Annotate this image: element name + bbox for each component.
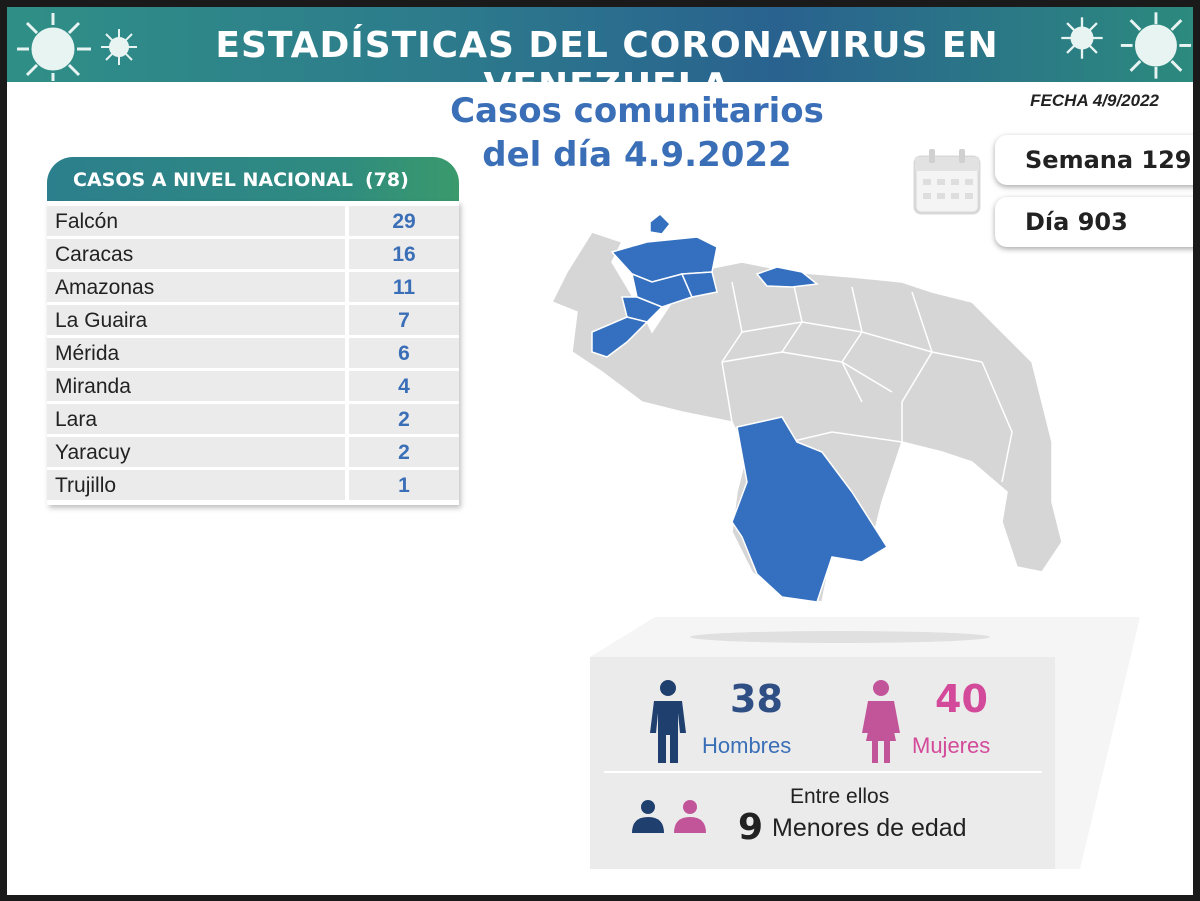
cases-table-header: CASOS A NIVEL NACIONAL (78) <box>47 157 459 201</box>
infographic: ESTADÍSTICAS DEL CORONAVIRUS EN VENEZUEL… <box>7 7 1193 895</box>
men-label: Hombres <box>702 733 792 758</box>
table-row: Caracas 16 <box>47 239 459 269</box>
cases-total: (78) <box>364 169 409 191</box>
state-cases: 29 <box>349 206 459 236</box>
state-cases: 7 <box>349 305 459 335</box>
map-state-caracas-laguaira-miranda <box>755 266 819 288</box>
state-name: Miranda <box>47 371 345 401</box>
day-badge: Día 903 <box>995 197 1193 247</box>
table-row: Miranda 4 <box>47 371 459 401</box>
state-name: Trujillo <box>47 470 345 500</box>
among-label: Entre ellos <box>790 785 890 808</box>
virus-icon <box>1061 17 1103 59</box>
virus-icon <box>17 13 91 81</box>
day-label: Día 903 <box>1025 208 1128 236</box>
state-cases: 11 <box>349 272 459 302</box>
woman-icon <box>862 680 900 763</box>
header-banner: ESTADÍSTICAS DEL CORONAVIRUS EN VENEZUEL… <box>7 7 1193 107</box>
date-label: FECHA 4/9/2022 <box>1030 91 1159 110</box>
table-row: Yaracuy 2 <box>47 437 459 467</box>
panel-divider <box>604 771 1042 773</box>
week-label: Semana 129 <box>1025 146 1192 174</box>
page-title-line1: Casos comunitarios <box>450 91 824 131</box>
map-state-merida <box>591 316 649 358</box>
man-icon <box>650 680 686 763</box>
people-icon <box>632 800 706 833</box>
map-state-trujillo <box>621 296 664 323</box>
women-label: Mujeres <box>912 733 991 758</box>
virus-icon <box>1120 12 1192 79</box>
women-count: 40 <box>935 677 988 721</box>
men-count: 38 <box>730 677 783 721</box>
map-country-base <box>550 231 1063 603</box>
state-name: Yaracuy <box>47 437 345 467</box>
state-cases: 4 <box>349 371 459 401</box>
gender-panel: 38 Hombres 40 Mujeres Entre ellos 9 Meno… <box>590 617 1140 869</box>
state-name: Falcón <box>47 206 345 236</box>
table-row: Trujillo 1 <box>47 470 459 500</box>
state-cases: 16 <box>349 239 459 269</box>
gender-panel-body: 38 Hombres 40 Mujeres Entre ellos 9 Meno… <box>590 657 1055 869</box>
cases-table-title: CASOS A NIVEL NACIONAL <box>73 169 353 191</box>
state-name: Caracas <box>47 239 345 269</box>
table-row: Lara 2 <box>47 404 459 434</box>
map-state-amazonas <box>731 416 889 603</box>
table-row: Falcón 29 <box>47 206 459 236</box>
state-cases: 2 <box>349 404 459 434</box>
state-name: Mérida <box>47 338 345 368</box>
minors-count: 9 <box>738 807 764 848</box>
table-row: Amazonas 11 <box>47 272 459 302</box>
map-state-falcon-peninsula <box>649 212 672 235</box>
state-name: La Guaira <box>47 305 345 335</box>
state-cases: 1 <box>349 470 459 500</box>
table-row: La Guaira 7 <box>47 305 459 335</box>
state-cases: 2 <box>349 437 459 467</box>
header-title: ESTADÍSTICAS DEL CORONAVIRUS EN VENEZUEL… <box>215 25 999 107</box>
virus-icon <box>101 29 137 65</box>
state-name: Amazonas <box>47 272 345 302</box>
page-title: Casos comunitarios del día 4.9.2022 <box>437 89 837 177</box>
calendar-icon <box>913 149 981 215</box>
state-cases: 6 <box>349 338 459 368</box>
week-badge: Semana 129 <box>995 135 1193 185</box>
cases-table: CASOS A NIVEL NACIONAL (78) Falcón 29 Carac… <box>47 157 459 505</box>
map-state-yaracuy <box>680 271 718 298</box>
page-title-line2: del día 4.9.2022 <box>482 135 792 175</box>
table-row: Mérida 6 <box>47 338 459 368</box>
state-name: Lara <box>47 404 345 434</box>
venezuela-map <box>550 212 1063 603</box>
gender-panel-shape <box>590 617 1140 869</box>
cases-table-body: Falcón 29 Caracas 16 Amazonas 11 La Guaira 7 Mér… <box>47 201 459 505</box>
minors-label: Menores de edad <box>772 814 967 842</box>
